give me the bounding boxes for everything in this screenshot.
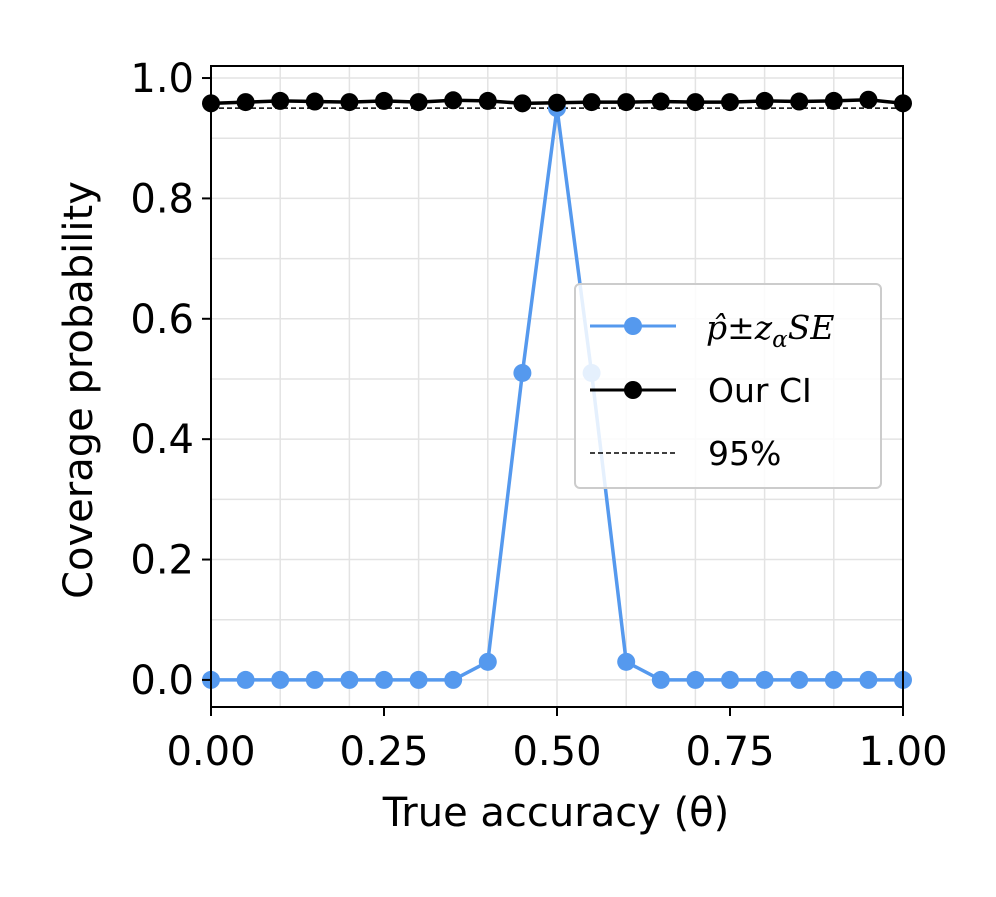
legend-marker-1 [624, 317, 642, 335]
data-point [340, 670, 359, 689]
legend-label-1-main: p̂±z [706, 308, 773, 347]
data-point [859, 90, 878, 109]
y-tick-label: 0.8 [130, 176, 194, 222]
data-point [755, 91, 774, 110]
data-point [755, 670, 774, 689]
data-point [651, 92, 670, 111]
legend-entry-3: 95% [590, 434, 781, 473]
legend-label-1-sub: α [772, 327, 788, 353]
data-point [824, 670, 843, 689]
data-point [340, 93, 359, 112]
y-tick-label: 1.0 [130, 56, 194, 102]
data-point [271, 91, 290, 110]
data-point [859, 670, 878, 689]
data-point [617, 652, 636, 671]
data-point [409, 93, 428, 112]
y-tick-label: 0.2 [130, 538, 194, 584]
data-point [651, 670, 670, 689]
legend-marker-2 [624, 381, 642, 399]
data-point [375, 670, 393, 689]
series-2 [202, 90, 912, 113]
data-point [236, 93, 255, 112]
data-point [236, 670, 255, 689]
legend-label-2: Our CI [708, 371, 812, 410]
data-point [513, 363, 532, 382]
y-tick-label: 0.6 [130, 297, 194, 343]
data-point [790, 92, 809, 111]
legend-label-1: p̂±zαSE [706, 308, 834, 353]
data-point [375, 91, 393, 110]
legend-label-3: 95% [708, 434, 781, 473]
data-point [790, 670, 809, 689]
data-point [444, 91, 463, 110]
data-point [582, 93, 601, 112]
y-axis-label: Coverage probability [56, 181, 102, 599]
data-point [513, 94, 532, 113]
x-axis-label: True accuracy (θ) [382, 790, 730, 836]
data-point [824, 91, 843, 110]
data-point [548, 93, 566, 112]
data-point [305, 670, 324, 689]
data-point [409, 670, 428, 689]
data-point [444, 670, 463, 689]
legend-entry-1: p̂±zαSE [590, 308, 834, 353]
legend-box [574, 283, 882, 489]
x-tick-label: 1.00 [858, 729, 947, 775]
tick-labels: 0.00 0.25 0.50 0.75 1.00 0.0 0.2 0.4 0.6 0.8 1.0 [130, 56, 947, 775]
data-point [721, 670, 739, 689]
data-point [686, 670, 705, 689]
data-point [305, 92, 324, 111]
x-tick-label: 0.25 [339, 729, 428, 775]
x-tick-label: 0.75 [685, 729, 774, 775]
data-point [617, 93, 636, 112]
x-tick-label: 0.50 [512, 729, 601, 775]
y-tick-label: 0.4 [130, 417, 194, 463]
legend: p̂±zαSE Our CI 95% [574, 283, 882, 489]
data-point [478, 91, 497, 110]
data-point [686, 93, 705, 112]
axis-ticks [202, 77, 904, 716]
legend-label-1-tail: SE [788, 308, 835, 347]
data-point [271, 670, 290, 689]
data-point [478, 652, 497, 671]
data-point [721, 93, 739, 112]
y-tick-label: 0.0 [130, 658, 194, 704]
legend-entry-2: Our CI [590, 371, 812, 410]
x-tick-label: 0.00 [166, 729, 255, 775]
